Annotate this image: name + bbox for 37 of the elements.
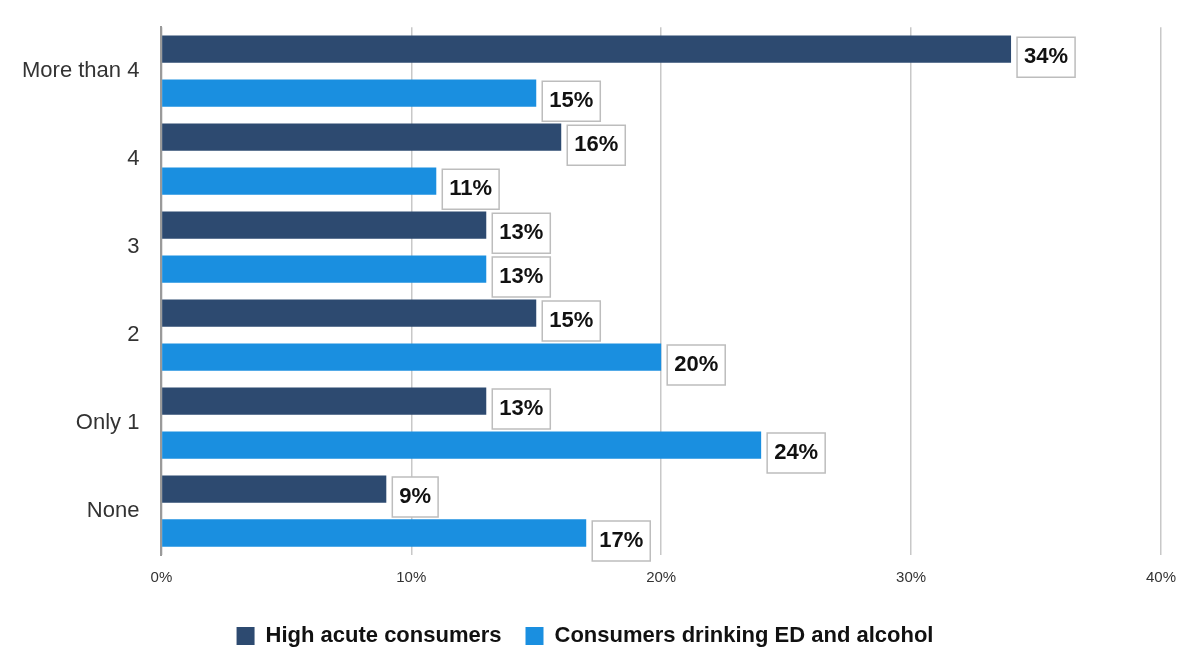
y-tick-label: 2 — [127, 321, 140, 347]
data-label: 13% — [499, 395, 544, 421]
bar — [162, 167, 437, 195]
data-label: 13% — [499, 219, 544, 245]
y-tick-label: 4 — [127, 145, 140, 171]
data-label: 15% — [549, 307, 594, 333]
legend-label: High acute consumers — [265, 622, 502, 648]
x-tick-label: 30% — [896, 568, 927, 586]
bar — [162, 299, 537, 327]
x-tick-label: 0% — [150, 568, 173, 586]
data-label: 11% — [449, 175, 493, 201]
y-tick-label: None — [86, 497, 140, 523]
data-label: 17% — [599, 527, 644, 553]
y-tick-label: 3 — [127, 233, 140, 259]
data-label: 15% — [549, 87, 594, 113]
legend-label: Consumers drinking ED and alcohol — [554, 622, 934, 648]
bar — [162, 387, 487, 415]
x-tick-label: 10% — [396, 568, 427, 586]
bar — [162, 475, 387, 503]
data-label: 9% — [399, 483, 432, 509]
data-label: 16% — [574, 131, 619, 157]
data-label: 13% — [499, 263, 544, 289]
bar — [162, 431, 762, 459]
bar — [162, 123, 562, 151]
bar — [162, 255, 487, 283]
bar — [162, 35, 1012, 63]
y-tick-label: Only 1 — [75, 409, 140, 435]
data-label: 24% — [774, 439, 819, 465]
data-label: 34% — [1024, 43, 1069, 69]
x-tick-label: 40% — [1145, 568, 1176, 586]
y-tick-label: More than 4 — [22, 57, 140, 83]
bar — [162, 79, 537, 107]
x-tick-label: 20% — [646, 568, 677, 586]
bar — [162, 343, 662, 371]
bar — [162, 211, 487, 239]
data-label: 20% — [674, 351, 719, 377]
bar — [162, 519, 587, 547]
